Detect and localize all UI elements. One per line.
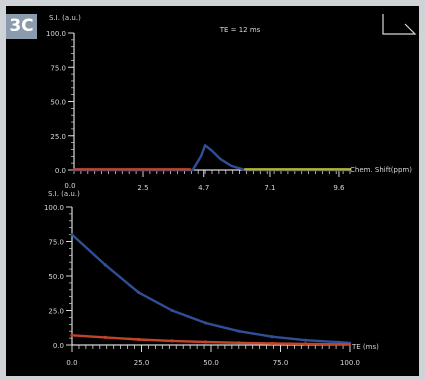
y-tick-label: 100.0 [46, 30, 66, 38]
data-point [103, 263, 107, 267]
data-point [170, 308, 174, 313]
series-line [70, 334, 352, 346]
y-tick-label: 0.0 [53, 342, 64, 350]
x-tick-label: 7.1 [264, 184, 275, 192]
data-point [203, 340, 208, 344]
data-point [70, 233, 74, 237]
spectroscopy-display [6, 6, 419, 376]
data-point [270, 335, 274, 339]
y-axis-label: S.I. (a.u.) [49, 14, 81, 22]
x-tick-label: 4.7 [198, 184, 209, 192]
x-tick-label: 9.6 [333, 184, 345, 192]
series-line [72, 144, 352, 172]
data-point [203, 321, 208, 325]
data-point [237, 341, 241, 345]
x-tick-label: 100.0 [340, 359, 360, 367]
y-tick-label: 50.0 [48, 273, 64, 281]
x-tick-label: 50.0 [203, 359, 219, 367]
y-axis-label: S.I. (a.u.) [48, 190, 80, 198]
y-tick-label: 25.0 [50, 133, 66, 141]
x-tick-label: 2.5 [137, 184, 148, 192]
chart-title: TE = 12 ms [219, 26, 261, 34]
x-tick-label: 25.0 [134, 359, 150, 367]
data-point [303, 338, 308, 342]
y-tick-label: 25.0 [48, 308, 64, 316]
x-tick-label: 75.0 [273, 359, 289, 367]
y-tick-label: 0.0 [55, 167, 66, 175]
text-layer: 100.075.050.025.00.02.5 4.7 7.1 9.60.0S.I. … [44, 14, 412, 367]
data-point [137, 337, 141, 342]
series-line [70, 233, 352, 345]
x-axis-label: TE (ms) [351, 343, 379, 351]
data-point [303, 342, 308, 346]
data-point [337, 342, 341, 346]
panel-label: 3C [6, 14, 37, 39]
data-point [70, 333, 74, 337]
data-point [103, 335, 107, 340]
x-tick-label: 0.0 [66, 359, 77, 367]
data-point [237, 329, 241, 333]
x-first-tick-label: 0.0 [64, 182, 75, 190]
y-tick-label: 75.0 [48, 239, 64, 247]
data-point [270, 341, 274, 346]
series-layer [70, 144, 352, 346]
corner-bracket-icon [382, 14, 417, 35]
y-tick-label: 75.0 [50, 64, 66, 72]
data-point [170, 339, 174, 343]
data-point [137, 290, 141, 295]
axes-layer [66, 32, 351, 352]
y-tick-label: 50.0 [50, 99, 66, 107]
x-axis-label: Chem. Shift(ppm) [350, 166, 412, 174]
y-tick-label: 100.0 [44, 204, 64, 212]
